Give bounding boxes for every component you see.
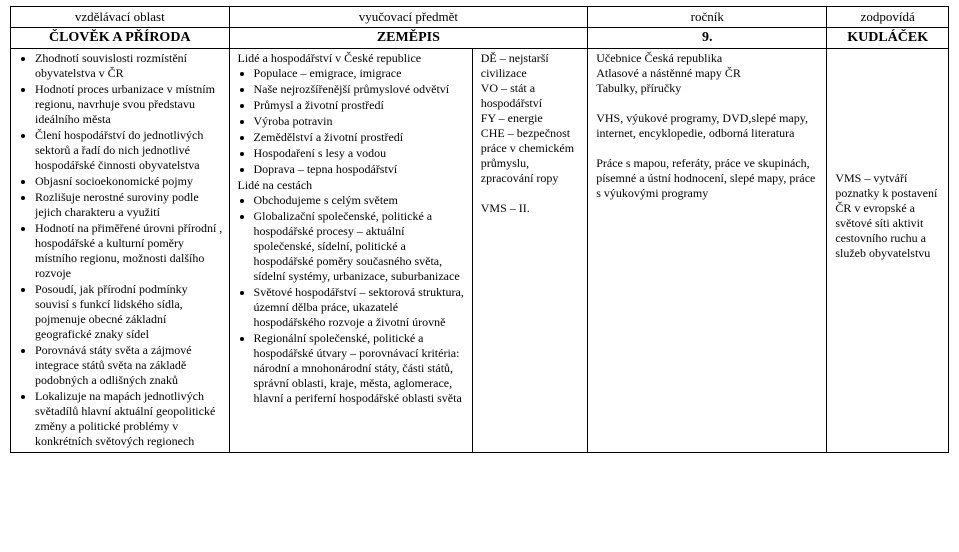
resource-line: Tabulky, příručky bbox=[596, 81, 820, 96]
resource-line: Práce s mapou, referáty, práce ve skupin… bbox=[596, 156, 820, 201]
col-topics: Lidé a hospodářství v České republice Po… bbox=[229, 49, 472, 453]
topic-list-2: Obchodujeme s celým světem Globalizační … bbox=[236, 193, 466, 406]
list-item: Obchodujeme s celým světem bbox=[254, 193, 466, 208]
crosslink-line: FY – energie bbox=[481, 111, 581, 126]
curriculum-table: vzdělávací oblast vyučovací předmět ročn… bbox=[10, 6, 949, 453]
hdr-zodpovida-value: KUDLÁČEK bbox=[827, 28, 949, 49]
resource-line bbox=[596, 141, 820, 156]
list-item: Rozlišuje nerostné suroviny podle jejich… bbox=[35, 190, 223, 220]
col-outcomes: Zhodnotí souvislosti rozmístění obyvatel… bbox=[11, 49, 230, 453]
list-item: Zemědělství a životní prostředí bbox=[254, 130, 466, 145]
topic-list-1: Populace – emigrace, imigrace Naše nejro… bbox=[236, 66, 466, 177]
hdr-oblast-value: ČLOVĚK A PŘÍRODA bbox=[11, 28, 230, 49]
note-line bbox=[835, 81, 942, 96]
hdr-rocnik-value: 9. bbox=[588, 28, 827, 49]
note-line: VMS – vytváří poznatky k postavení ČR v … bbox=[835, 171, 942, 261]
list-item: Průmysl a životní prostředí bbox=[254, 98, 466, 113]
note-line bbox=[835, 111, 942, 126]
header-row-labels: vzdělávací oblast vyučovací předmět ročn… bbox=[11, 7, 949, 28]
note-line bbox=[835, 141, 942, 156]
hdr-zodpovida-label: zodpovídá bbox=[827, 7, 949, 28]
crosslink-line bbox=[481, 186, 581, 201]
list-item: Naše nejrozšířenější průmyslové odvětví bbox=[254, 82, 466, 97]
list-item: Člení hospodářství do jednotlivých sekto… bbox=[35, 128, 223, 173]
list-item: Objasní socioekonomické pojmy bbox=[35, 174, 223, 189]
list-item: Hospodaření s lesy a vodou bbox=[254, 146, 466, 161]
crosslink-line: VO – stát a hospodářství bbox=[481, 81, 581, 111]
list-item: Zhodnotí souvislosti rozmístění obyvatel… bbox=[35, 51, 223, 81]
note-line bbox=[835, 51, 942, 66]
hdr-predmet-value: ZEMĚPIS bbox=[229, 28, 588, 49]
content-row: Zhodnotí souvislosti rozmístění obyvatel… bbox=[11, 49, 949, 453]
topic-heading: Lidé a hospodářství v České republice bbox=[238, 51, 466, 66]
list-item: Globalizační společenské, politické a ho… bbox=[254, 209, 466, 284]
list-item: Populace – emigrace, imigrace bbox=[254, 66, 466, 81]
list-item: Doprava – tepna hospodářství bbox=[254, 162, 466, 177]
note-line bbox=[835, 66, 942, 81]
list-item: Hodnotí proces urbanizace v místním regi… bbox=[35, 82, 223, 127]
header-row-values: ČLOVĚK A PŘÍRODA ZEMĚPIS 9. KUDLÁČEK bbox=[11, 28, 949, 49]
topic-heading: Lidé na cestách bbox=[238, 178, 466, 193]
outcomes-list: Zhodnotí souvislosti rozmístění obyvatel… bbox=[17, 51, 223, 449]
crosslink-line: VMS – II. bbox=[481, 201, 581, 216]
resource-line: VHS, výukové programy, DVD,slepé mapy, i… bbox=[596, 111, 820, 141]
col-resources: Učebnice Česká republika Atlasové a nást… bbox=[588, 49, 827, 453]
list-item: Hodnotí na přiměřené úrovni přírodní , h… bbox=[35, 221, 223, 281]
hdr-predmet-label: vyučovací předmět bbox=[229, 7, 588, 28]
resource-line bbox=[596, 96, 820, 111]
note-line bbox=[835, 126, 942, 141]
resource-line: Atlasové a nástěnné mapy ČR bbox=[596, 66, 820, 81]
note-line bbox=[835, 96, 942, 111]
col-crosslinks: DĚ – nejstarší civilizace VO – stát a ho… bbox=[472, 49, 587, 453]
list-item: Světové hospodářství – sektorová struktu… bbox=[254, 285, 466, 330]
resource-line: Učebnice Česká republika bbox=[596, 51, 820, 66]
list-item: Regionální společenské, politické a hosp… bbox=[254, 331, 466, 406]
list-item: Výroba potravin bbox=[254, 114, 466, 129]
hdr-oblast-label: vzdělávací oblast bbox=[11, 7, 230, 28]
note-line bbox=[835, 156, 942, 171]
col-notes: VMS – vytváří poznatky k postavení ČR v … bbox=[827, 49, 949, 453]
hdr-rocnik-label: ročník bbox=[588, 7, 827, 28]
crosslink-line: DĚ – nejstarší civilizace bbox=[481, 51, 581, 81]
list-item: Lokalizuje na mapách jednotlivých světad… bbox=[35, 389, 223, 449]
list-item: Posoudí, jak přírodní podmínky souvisí s… bbox=[35, 282, 223, 342]
crosslink-line: CHE – bezpečnost práce v chemickém průmy… bbox=[481, 126, 581, 186]
list-item: Porovnává státy světa a zájmové integrac… bbox=[35, 343, 223, 388]
